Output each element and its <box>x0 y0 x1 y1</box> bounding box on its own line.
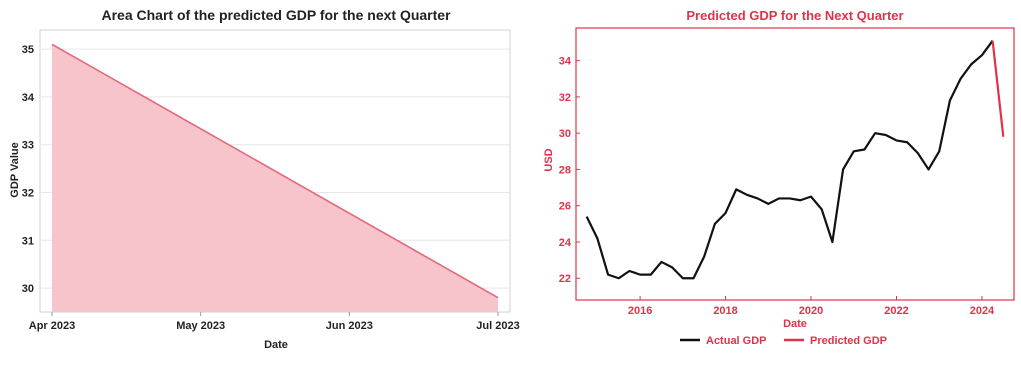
right-y-tick-1: 24 <box>559 237 572 249</box>
right-x-ticks: 2016 2018 2020 2022 2024 <box>628 296 995 317</box>
right-y-axis-label: USD <box>543 148 555 171</box>
right-series-line-0 <box>585 40 994 280</box>
left-x-tick-2: Jun 2023 <box>326 320 373 332</box>
right-x-axis-label: Date <box>783 318 807 330</box>
right-y-tick-5: 32 <box>559 92 571 104</box>
right-plot-border <box>575 27 1015 301</box>
left-y-tick-5: 35 <box>22 44 34 56</box>
right-series-line-1 <box>991 40 1005 137</box>
right-legend-label-0: Actual GDP <box>706 335 767 347</box>
left-y-tick-4: 34 <box>22 92 35 104</box>
right-x-tick-0: 2016 <box>628 305 652 317</box>
left-x-tick-1: May 2023 <box>176 320 225 332</box>
left-area-line <box>51 43 499 299</box>
left-x-ticks: Apr 2023 May 2023 Jun 2023 Jul 2023 <box>29 312 520 332</box>
left-x-axis-label: Date <box>264 339 288 351</box>
right-x-tick-2: 2020 <box>799 305 823 317</box>
right-y-tick-0: 22 <box>559 273 571 285</box>
right-x-tick-3: 2022 <box>884 305 908 317</box>
right-chart: Predicted GDP for the Next Quarter Date … <box>520 0 1021 368</box>
left-y-ticks: 30 31 32 33 34 35 <box>22 44 35 295</box>
right-legend: Actual GDP Predicted GDP <box>680 335 887 347</box>
right-plot-frame <box>575 27 1015 301</box>
left-area-fill <box>52 44 498 312</box>
left-y-tick-1: 31 <box>22 235 34 247</box>
right-y-tick-2: 26 <box>559 201 571 213</box>
right-plot-area <box>585 40 1005 280</box>
left-plot-area <box>51 43 499 312</box>
right-line-chart: Predicted GDP for the Next Quarter Date … <box>543 8 1015 347</box>
left-x-tick-3: Jul 2023 <box>476 320 519 332</box>
right-legend-label-1: Predicted GDP <box>810 335 887 347</box>
left-area-chart: Area Chart of the predicted GDP for the … <box>9 7 520 351</box>
left-y-tick-0: 30 <box>22 283 34 295</box>
right-x-tick-4: 2024 <box>970 305 995 317</box>
left-y-axis-label: GDP Value <box>9 142 21 197</box>
left-chart: Area Chart of the predicted GDP for the … <box>9 7 520 351</box>
right-y-tick-6: 34 <box>559 56 572 68</box>
left-y-tick-3: 33 <box>22 140 34 152</box>
right-y-tick-3: 28 <box>559 164 571 176</box>
left-x-tick-0: Apr 2023 <box>29 320 75 332</box>
right-y-tick-4: 30 <box>559 128 571 140</box>
left-chart-title: Area Chart of the predicted GDP for the … <box>101 7 451 23</box>
left-y-tick-2: 32 <box>22 188 34 200</box>
right-chart-title: Predicted GDP for the Next Quarter <box>686 8 903 23</box>
right-y-ticks: 22 24 26 28 30 32 34 <box>559 56 580 285</box>
right-x-tick-1: 2018 <box>713 305 737 317</box>
